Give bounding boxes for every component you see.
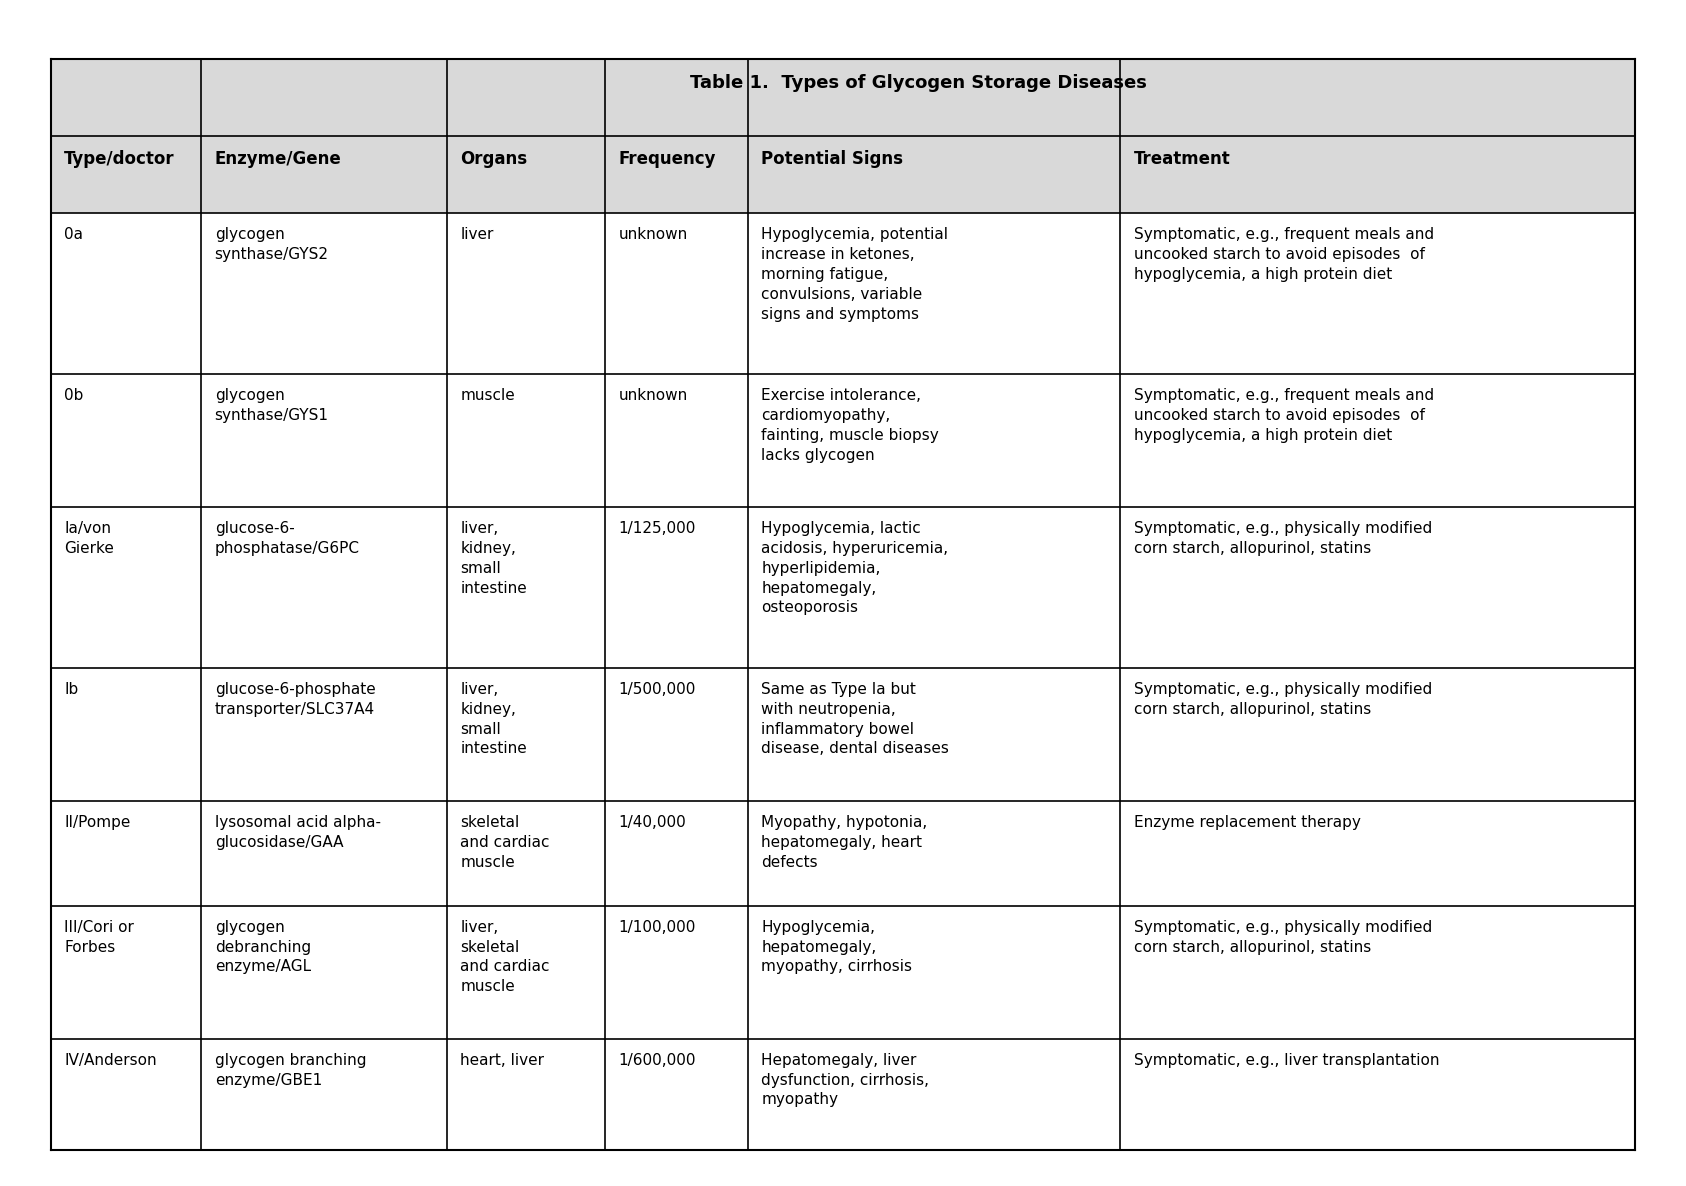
- Bar: [201, 506, 447, 668]
- Text: liver: liver: [460, 228, 494, 242]
- Bar: [1120, 668, 1635, 801]
- Text: glycogen branching
enzyme/GBE1: glycogen branching enzyme/GBE1: [214, 1053, 366, 1088]
- Bar: [749, 213, 1120, 374]
- Bar: [201, 374, 447, 506]
- Bar: [201, 668, 447, 801]
- Text: Hypoglycemia, potential
increase in ketones,
morning fatigue,
convulsions, varia: Hypoglycemia, potential increase in keto…: [762, 228, 949, 321]
- Text: Hypoglycemia,
hepatomegaly,
myopathy, cirrhosis: Hypoglycemia, hepatomegaly, myopathy, ci…: [762, 920, 912, 975]
- Text: unknown: unknown: [619, 388, 688, 403]
- Bar: [51, 906, 201, 1039]
- Bar: [447, 506, 605, 668]
- Bar: [51, 506, 201, 668]
- Text: skeletal
and cardiac
muscle: skeletal and cardiac muscle: [460, 815, 550, 869]
- Bar: [201, 801, 447, 906]
- Bar: [201, 906, 447, 1039]
- Bar: [749, 136, 1120, 213]
- Bar: [201, 59, 1635, 136]
- Text: glucose-6-phosphate
transporter/SLC37A4: glucose-6-phosphate transporter/SLC37A4: [214, 682, 376, 716]
- Text: 0a: 0a: [64, 228, 83, 242]
- Text: glycogen
synthase/GYS1: glycogen synthase/GYS1: [214, 388, 329, 423]
- Bar: [201, 136, 447, 213]
- Bar: [1120, 374, 1635, 506]
- Text: Frequency: Frequency: [619, 151, 717, 168]
- Text: Organs: Organs: [460, 151, 528, 168]
- Text: Symptomatic, e.g., physically modified
corn starch, allopurinol, statins: Symptomatic, e.g., physically modified c…: [1133, 521, 1431, 556]
- Bar: [201, 1039, 447, 1150]
- Text: lysosomal acid alpha-
glucosidase/GAA: lysosomal acid alpha- glucosidase/GAA: [214, 815, 381, 849]
- Bar: [51, 136, 201, 213]
- Text: unknown: unknown: [619, 228, 688, 242]
- Text: liver,
skeletal
and cardiac
muscle: liver, skeletal and cardiac muscle: [460, 920, 550, 994]
- Text: muscle: muscle: [460, 388, 514, 403]
- Bar: [201, 213, 447, 374]
- Bar: [447, 1039, 605, 1150]
- Text: IV/Anderson: IV/Anderson: [64, 1053, 157, 1067]
- Text: III/Cori or
Forbes: III/Cori or Forbes: [64, 920, 133, 955]
- Bar: [51, 213, 201, 374]
- Bar: [51, 1039, 201, 1150]
- Bar: [605, 1039, 749, 1150]
- Bar: [605, 906, 749, 1039]
- Text: Symptomatic, e.g., frequent meals and
uncooked starch to avoid episodes  of
hypo: Symptomatic, e.g., frequent meals and un…: [1133, 228, 1435, 282]
- Text: Potential Signs: Potential Signs: [762, 151, 904, 168]
- Bar: [605, 136, 749, 213]
- Bar: [605, 213, 749, 374]
- Bar: [749, 506, 1120, 668]
- Text: Symptomatic, e.g., frequent meals and
uncooked starch to avoid episodes  of
hypo: Symptomatic, e.g., frequent meals and un…: [1133, 388, 1435, 442]
- Bar: [51, 59, 201, 136]
- Text: Table 1.  Types of Glycogen Storage Diseases: Table 1. Types of Glycogen Storage Disea…: [690, 74, 1146, 91]
- Text: heart, liver: heart, liver: [460, 1053, 545, 1067]
- Text: Hypoglycemia, lactic
acidosis, hyperuricemia,
hyperlipidemia,
hepatomegaly,
oste: Hypoglycemia, lactic acidosis, hyperuric…: [762, 521, 949, 616]
- Bar: [605, 374, 749, 506]
- Bar: [447, 668, 605, 801]
- Bar: [1120, 801, 1635, 906]
- Text: 1/100,000: 1/100,000: [619, 920, 696, 935]
- Text: glycogen
debranching
enzyme/AGL: glycogen debranching enzyme/AGL: [214, 920, 310, 975]
- Bar: [1120, 1039, 1635, 1150]
- Text: liver,
kidney,
small
intestine: liver, kidney, small intestine: [460, 521, 528, 595]
- Bar: [447, 213, 605, 374]
- Text: Type/doctor: Type/doctor: [64, 151, 175, 168]
- Bar: [51, 374, 201, 506]
- Text: Symptomatic, e.g., physically modified
corn starch, allopurinol, statins: Symptomatic, e.g., physically modified c…: [1133, 920, 1431, 955]
- Bar: [605, 801, 749, 906]
- Text: liver,
kidney,
small
intestine: liver, kidney, small intestine: [460, 682, 528, 757]
- Text: 1/600,000: 1/600,000: [619, 1053, 696, 1067]
- Bar: [605, 668, 749, 801]
- Bar: [749, 1039, 1120, 1150]
- Bar: [447, 906, 605, 1039]
- Text: Ia/von
Gierke: Ia/von Gierke: [64, 521, 115, 556]
- Bar: [1120, 906, 1635, 1039]
- Text: Same as Type Ia but
with neutropenia,
inflammatory bowel
disease, dental disease: Same as Type Ia but with neutropenia, in…: [762, 682, 949, 757]
- Bar: [51, 668, 201, 801]
- Text: Exercise intolerance,
cardiomyopathy,
fainting, muscle biopsy
lacks glycogen: Exercise intolerance, cardiomyopathy, fa…: [762, 388, 939, 463]
- Text: II/Pompe: II/Pompe: [64, 815, 130, 830]
- Text: Symptomatic, e.g., liver transplantation: Symptomatic, e.g., liver transplantation: [1133, 1053, 1440, 1067]
- Text: Treatment: Treatment: [1133, 151, 1231, 168]
- Bar: [749, 374, 1120, 506]
- Text: Myopathy, hypotonia,
hepatomegaly, heart
defects: Myopathy, hypotonia, hepatomegaly, heart…: [762, 815, 927, 869]
- Bar: [605, 506, 749, 668]
- Text: Ib: Ib: [64, 682, 78, 697]
- Bar: [1120, 213, 1635, 374]
- Text: 1/500,000: 1/500,000: [619, 682, 696, 697]
- Text: Hepatomegaly, liver
dysfunction, cirrhosis,
myopathy: Hepatomegaly, liver dysfunction, cirrhos…: [762, 1053, 929, 1108]
- Bar: [51, 801, 201, 906]
- Text: Enzyme replacement therapy: Enzyme replacement therapy: [1133, 815, 1361, 830]
- Bar: [447, 374, 605, 506]
- Text: 0b: 0b: [64, 388, 83, 403]
- Bar: [447, 801, 605, 906]
- Bar: [1120, 506, 1635, 668]
- Text: glucose-6-
phosphatase/G6PC: glucose-6- phosphatase/G6PC: [214, 521, 359, 556]
- Text: Enzyme/Gene: Enzyme/Gene: [214, 151, 341, 168]
- Text: Symptomatic, e.g., physically modified
corn starch, allopurinol, statins: Symptomatic, e.g., physically modified c…: [1133, 682, 1431, 716]
- Bar: [749, 906, 1120, 1039]
- Bar: [749, 801, 1120, 906]
- Bar: [1120, 136, 1635, 213]
- Text: glycogen
synthase/GYS2: glycogen synthase/GYS2: [214, 228, 329, 262]
- Bar: [749, 668, 1120, 801]
- Text: 1/40,000: 1/40,000: [619, 815, 686, 830]
- Text: 1/125,000: 1/125,000: [619, 521, 696, 536]
- Bar: [447, 136, 605, 213]
